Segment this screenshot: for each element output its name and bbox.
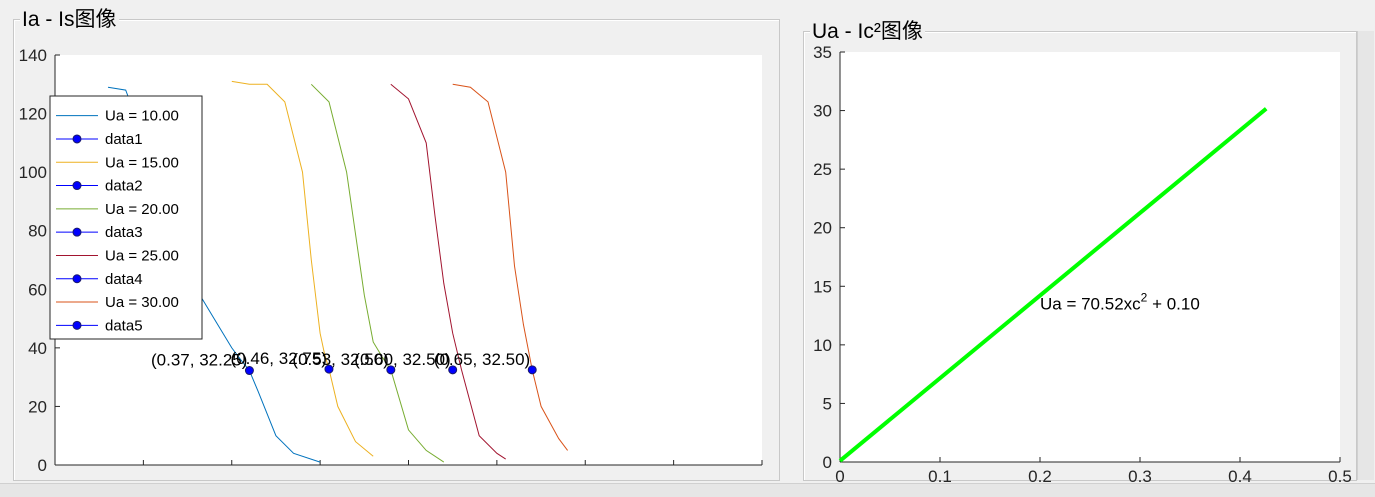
legend-entry-label: data5 — [105, 317, 143, 334]
right-y-tick-label: 20 — [813, 219, 832, 238]
right-chart-panel: Ua - Ic²图像 — [803, 20, 1357, 481]
legend-marker — [72, 227, 82, 237]
legend-entry-label: data4 — [105, 271, 143, 288]
legend-entry-label: Ua = 25.00 — [105, 247, 179, 264]
data-point-marker — [244, 366, 254, 376]
point-annotation: (0.46, 32.75) — [231, 349, 327, 368]
right-x-tick-label: 0.4 — [1228, 467, 1252, 486]
left-panel-title: Ia - Is图像 — [20, 8, 119, 32]
fit-equation-text: Ua = 70.52xc — [1040, 295, 1141, 314]
left-chart-panel: Ia - Is图像 — [13, 8, 780, 481]
left-y-tick-label: 80 — [28, 222, 47, 241]
point-annotation: (0.65, 32.50) — [434, 350, 530, 369]
series-line — [452, 83, 568, 451]
left-y-tick-label: 60 — [28, 280, 47, 299]
series-line — [231, 80, 374, 457]
data-point-marker — [386, 365, 396, 375]
fit-equation-tail: + 0.10 — [1147, 295, 1199, 314]
point-annotation: (0.53, 32.50) — [292, 350, 388, 369]
left-y-tick-label: 140 — [19, 46, 47, 65]
legend-marker — [72, 134, 82, 144]
right-y-tick-label: 15 — [813, 277, 832, 296]
vertical-scrollbar[interactable] — [1357, 31, 1374, 480]
data-point-marker — [324, 364, 334, 374]
legend-entry-label: Ua = 20.00 — [105, 201, 179, 218]
point-annotation: (0.37, 32.25) — [151, 351, 247, 370]
right-y-tick-label: 35 — [813, 43, 832, 62]
legend-entry-label: data2 — [105, 178, 143, 195]
right-y-tick-label: 5 — [823, 394, 832, 413]
legend-marker — [72, 181, 82, 191]
left-y-tick-label: 0 — [38, 456, 47, 475]
data-point-marker — [527, 365, 537, 375]
legend-entry-label: Ua = 30.00 — [105, 294, 179, 311]
fit-equation-annotation: Ua = 70.52xc2 + 0.10 — [1040, 291, 1200, 314]
right-y-tick-label: 25 — [813, 160, 832, 179]
series-line — [310, 83, 445, 463]
right-panel-title: Ua - Ic²图像 — [810, 20, 925, 44]
horizontal-scrollbar[interactable] — [0, 483, 1375, 497]
right-x-tick-label: 0.3 — [1128, 467, 1152, 486]
right-x-tick-label: 0.1 — [928, 467, 952, 486]
legend-entry-label: data3 — [105, 224, 143, 241]
left-y-tick-label: 40 — [28, 339, 47, 358]
data-point-marker — [448, 365, 458, 375]
series-line — [390, 83, 506, 460]
legend-entry-label: data1 — [105, 131, 143, 148]
legend-entry-label: Ua = 10.00 — [105, 108, 179, 125]
right-y-tick-label: 30 — [813, 102, 832, 121]
legend-marker — [72, 274, 82, 284]
left-y-tick-label: 100 — [19, 163, 47, 182]
point-annotation: (0.60, 32.50) — [354, 350, 450, 369]
right-x-tick-label: 0.5 — [1328, 467, 1352, 486]
left-y-tick-label: 20 — [28, 397, 47, 416]
right-x-tick-label: 0 — [835, 467, 844, 486]
fit-equation-superscript: 2 — [1141, 291, 1148, 305]
legend-marker — [72, 320, 82, 330]
right-y-tick-label: 10 — [813, 336, 832, 355]
right-y-tick-label: 0 — [823, 453, 832, 472]
right-x-tick-label: 0.2 — [1028, 467, 1052, 486]
left-y-tick-label: 120 — [19, 105, 47, 124]
legend-entry-label: Ua = 15.00 — [105, 154, 179, 171]
fit-line — [838, 107, 1268, 463]
